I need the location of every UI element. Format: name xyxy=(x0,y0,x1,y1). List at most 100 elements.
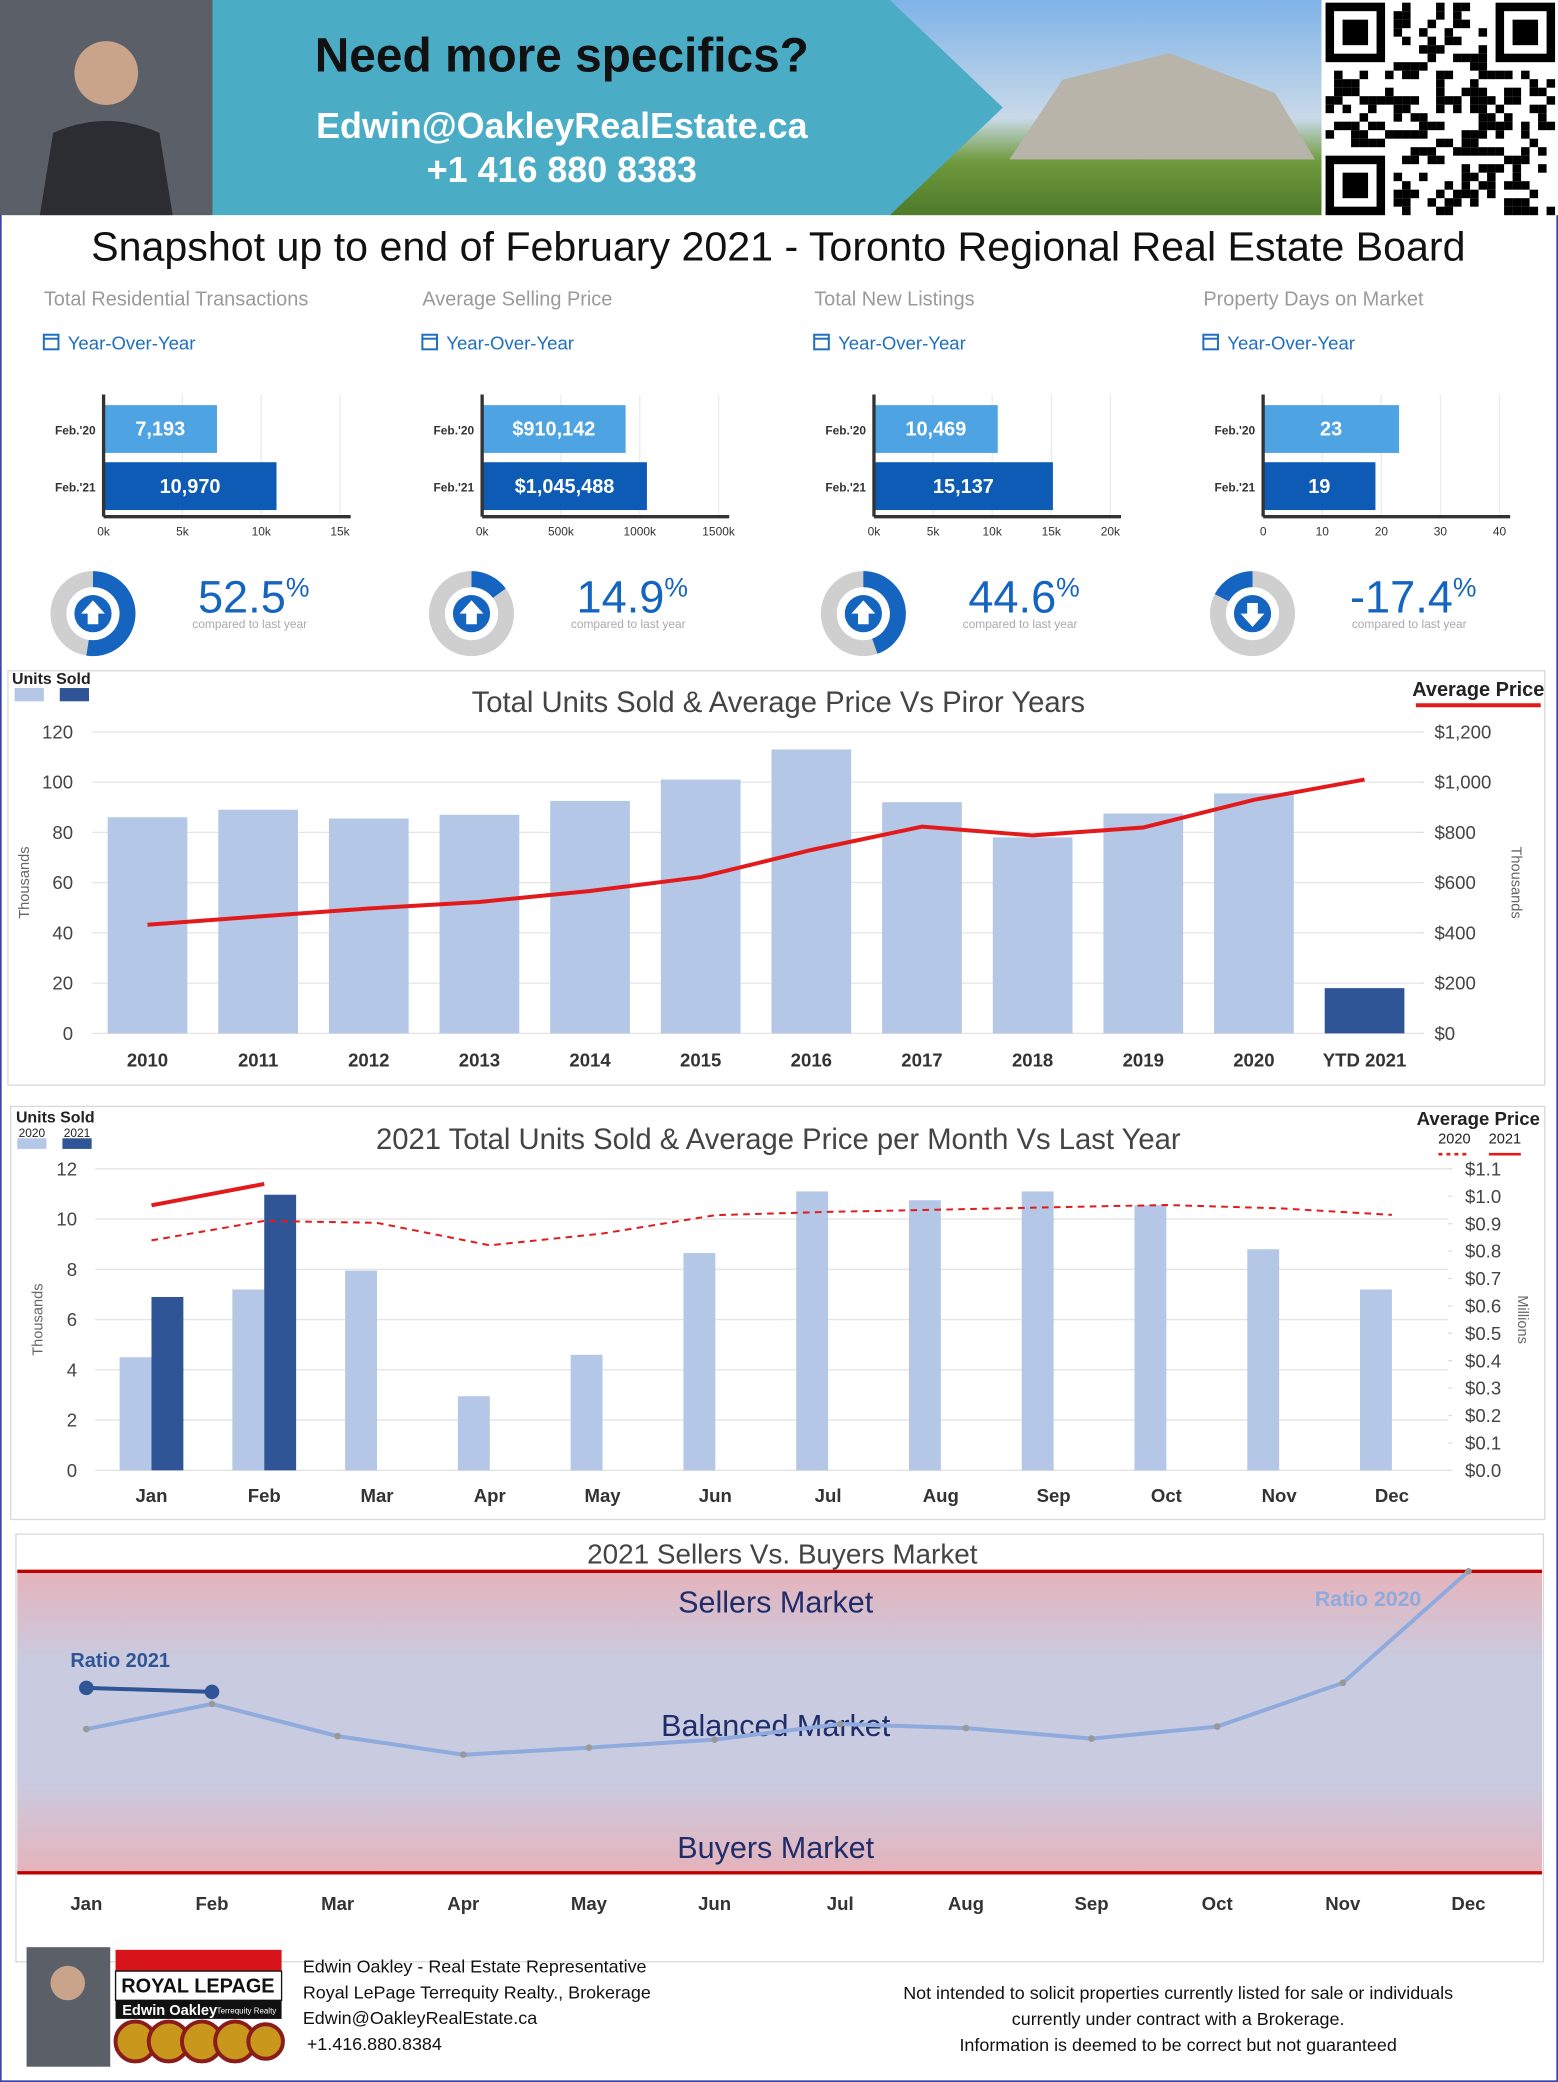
qr-cell xyxy=(1427,198,1437,207)
qr-cell xyxy=(1410,96,1420,105)
qr-cell xyxy=(1376,96,1386,105)
bar xyxy=(908,1200,941,1471)
arrow-icon xyxy=(459,600,484,625)
y2-tick-label: $200 xyxy=(1434,973,1475,994)
qr-cell xyxy=(1334,96,1343,105)
qr-cell xyxy=(1402,2,1411,12)
qr-cell xyxy=(1444,70,1454,80)
legend-label: 2021 xyxy=(64,1126,91,1140)
qr-cell xyxy=(1512,87,1522,97)
qr-cell xyxy=(1461,19,1471,29)
x-tick-label: 30 xyxy=(1434,524,1448,538)
legend-title: Average Price xyxy=(1412,679,1544,701)
qr-cell xyxy=(1402,155,1411,165)
bar xyxy=(873,462,1053,511)
kpi-change-value: 44.6 xyxy=(968,571,1056,622)
disclaimer: Not intended to solicit properties curre… xyxy=(903,1983,1453,2003)
qr-cell xyxy=(1478,45,1488,54)
qr-cell xyxy=(1419,130,1428,139)
x-tick-label: Aug xyxy=(923,1485,959,1506)
x-tick-label: 2018 xyxy=(1012,1050,1053,1071)
x-tick-label: Apr xyxy=(474,1485,506,1506)
y2-tick-label: $1,000 xyxy=(1434,772,1491,793)
donut-arc xyxy=(1214,571,1254,602)
qr-cell xyxy=(1410,147,1420,156)
x-tick-label: 10k xyxy=(252,524,271,538)
qr-cell xyxy=(1385,130,1394,139)
category-label: Feb.'21 xyxy=(55,480,96,494)
kpi-change: -17.4% xyxy=(1350,571,1477,622)
qr-finder xyxy=(1342,19,1369,46)
qr-cell xyxy=(1334,79,1343,88)
x-tick-label: 10 xyxy=(1316,524,1330,538)
qr-cell xyxy=(1410,155,1420,165)
qr-cell xyxy=(1368,121,1377,131)
qr-cell xyxy=(1461,87,1471,97)
qr-cell xyxy=(1359,70,1369,80)
legend-title: Units Sold xyxy=(16,1109,95,1126)
y2-tick-label: $0.1 xyxy=(1465,1433,1501,1454)
qr-cell xyxy=(1334,70,1343,80)
bar xyxy=(218,809,298,1034)
agent-photo-suit xyxy=(39,120,173,216)
qr-cell xyxy=(1427,155,1437,165)
qr-cell xyxy=(1538,104,1547,114)
qr-cell xyxy=(1444,28,1454,37)
bar xyxy=(482,462,647,511)
kpi-change-unit: % xyxy=(664,572,688,602)
x-tick-label: 2020 xyxy=(1233,1050,1274,1071)
qr-cell xyxy=(1461,147,1471,156)
qr-cell xyxy=(1478,121,1488,131)
chart-title: Total Units Sold & Average Price Vs Piro… xyxy=(472,687,1085,719)
series-label: Ratio 2021 xyxy=(70,1650,170,1672)
qr-cell xyxy=(1495,164,1505,173)
qr-cell xyxy=(1351,121,1360,131)
kpi-period: Year-Over-Year xyxy=(838,332,966,353)
y-tick-label: 60 xyxy=(52,872,73,893)
value-label: $910,142 xyxy=(512,419,595,441)
qr-cell xyxy=(1487,181,1496,190)
y-axis-label: Thousands xyxy=(31,1283,47,1355)
qr-cell xyxy=(1436,155,1445,165)
donut-arc xyxy=(862,571,906,654)
x-tick-label: Jun xyxy=(698,1893,731,1914)
qr-cell xyxy=(1436,206,1445,216)
qr-cell xyxy=(1461,53,1471,63)
x-tick-label: Nov xyxy=(1325,1893,1361,1914)
point xyxy=(585,1744,593,1751)
x-tick-label: 2017 xyxy=(901,1050,942,1071)
qr-cell xyxy=(1453,19,1462,29)
qr-cell xyxy=(1436,87,1445,97)
kpi-note: compared to last year xyxy=(1352,617,1467,631)
qr-cell xyxy=(1368,104,1377,114)
qr-cell xyxy=(1495,70,1505,80)
category-label: Feb.'20 xyxy=(55,423,96,437)
kpi-change-unit: % xyxy=(1056,572,1080,602)
qr-cell xyxy=(1393,198,1403,207)
donut-arc xyxy=(86,571,136,657)
bar xyxy=(1021,1191,1054,1471)
qr-cell xyxy=(1376,121,1386,131)
legend-title: Average Price xyxy=(1417,1108,1540,1129)
point xyxy=(83,1725,90,1733)
qr-cell xyxy=(1461,181,1471,190)
qr-cell xyxy=(1529,79,1539,88)
y2-tick-label: $0.8 xyxy=(1465,1241,1501,1262)
qr-cell xyxy=(1351,130,1360,139)
qr-cell xyxy=(1538,164,1547,173)
qr-cell xyxy=(1546,79,1556,88)
disclaimer: Information is deemed to be correct but … xyxy=(959,2035,1396,2055)
x-tick-label: Dec xyxy=(1451,1893,1485,1914)
qr-cell xyxy=(1453,11,1462,20)
bar xyxy=(683,1253,716,1471)
kpi-note: compared to last year xyxy=(192,617,307,631)
award-badges xyxy=(113,2019,285,2064)
line xyxy=(151,1204,1392,1247)
qr-cell xyxy=(1529,138,1539,148)
bar xyxy=(873,405,998,453)
bar xyxy=(1263,462,1376,511)
bar xyxy=(103,462,277,511)
qr-cell xyxy=(1436,45,1445,54)
bar xyxy=(457,1396,490,1471)
kpi-note: compared to last year xyxy=(963,617,1078,631)
